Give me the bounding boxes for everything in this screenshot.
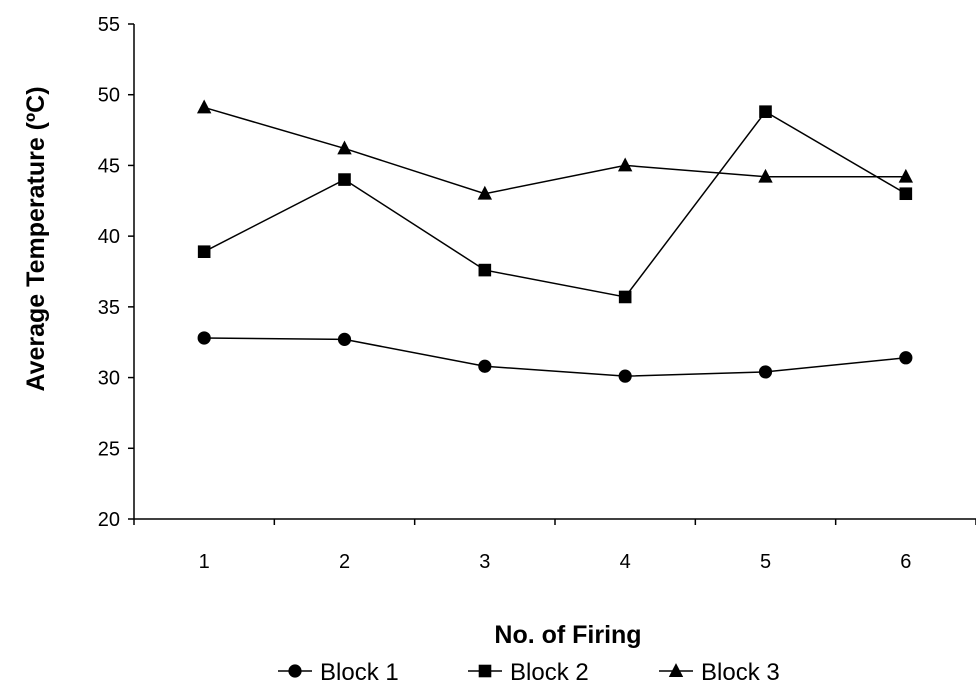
y-tick-label: 30: [98, 368, 120, 390]
x-tick-label: 2: [339, 551, 350, 573]
series-group: [196, 99, 914, 383]
legend: Block 1 Block 2 Block 3: [278, 659, 780, 686]
data-point-circle: [899, 351, 913, 365]
y-tick-label: 40: [98, 226, 120, 248]
legend-item: Block 3: [659, 659, 780, 686]
data-point-square: [338, 173, 351, 186]
data-point-square: [899, 187, 913, 201]
x-tick-label: 5: [760, 551, 771, 573]
data-point-circle: [758, 365, 773, 379]
data-point-triangle: [477, 185, 493, 200]
data-point-circle: [337, 332, 352, 346]
data-point-triangle: [196, 99, 212, 114]
series-line: [204, 337, 906, 377]
series-1: [197, 331, 913, 383]
data-point-square: [478, 263, 492, 277]
y-tick-label: 55: [98, 14, 120, 36]
legend-label: Block 3: [701, 659, 780, 686]
legend-marker-square: [478, 664, 492, 678]
series-3: [196, 99, 914, 200]
x-tick-label: 4: [620, 551, 631, 573]
data-point-circle: [618, 369, 632, 383]
data-point-square: [759, 105, 772, 118]
data-point-square: [618, 290, 632, 304]
legend-marker-circle: [288, 664, 302, 678]
y-tick-label: 35: [98, 297, 120, 319]
series-2: [197, 105, 913, 304]
data-point-circle: [478, 359, 492, 373]
legend-item: Block 1: [278, 659, 399, 686]
legend-item: Block 2: [468, 659, 589, 686]
data-point-circle: [197, 331, 211, 345]
y-axis-title: Average Temperature (ºC): [22, 86, 50, 391]
data-point-triangle: [898, 168, 914, 183]
legend-label: Block 1: [320, 659, 399, 686]
data-point-triangle: [758, 168, 773, 183]
y-tick-label: 25: [98, 438, 120, 460]
series-line: [203, 110, 907, 298]
axes: [133, 24, 976, 520]
y-tick-label: 45: [98, 155, 120, 177]
x-axis-title: No. of Firing: [494, 621, 641, 649]
legend-label: Block 2: [510, 659, 589, 686]
x-tick-label: 1: [199, 551, 210, 573]
y-tick-label: 50: [98, 85, 120, 107]
y-tick-label: 20: [98, 509, 120, 531]
data-point-square: [197, 245, 211, 258]
x-tick-label: 3: [479, 551, 490, 573]
x-tick-label: 6: [900, 551, 911, 573]
legend-marker-triangle: [668, 663, 684, 677]
x-ticks: 1 2 3 4 5 6: [133, 519, 976, 573]
series-line: [203, 106, 906, 195]
data-point-triangle: [337, 140, 352, 155]
data-point-triangle: [617, 157, 633, 172]
y-ticks: 20 25 30 35 40 45 50 55: [98, 14, 134, 531]
